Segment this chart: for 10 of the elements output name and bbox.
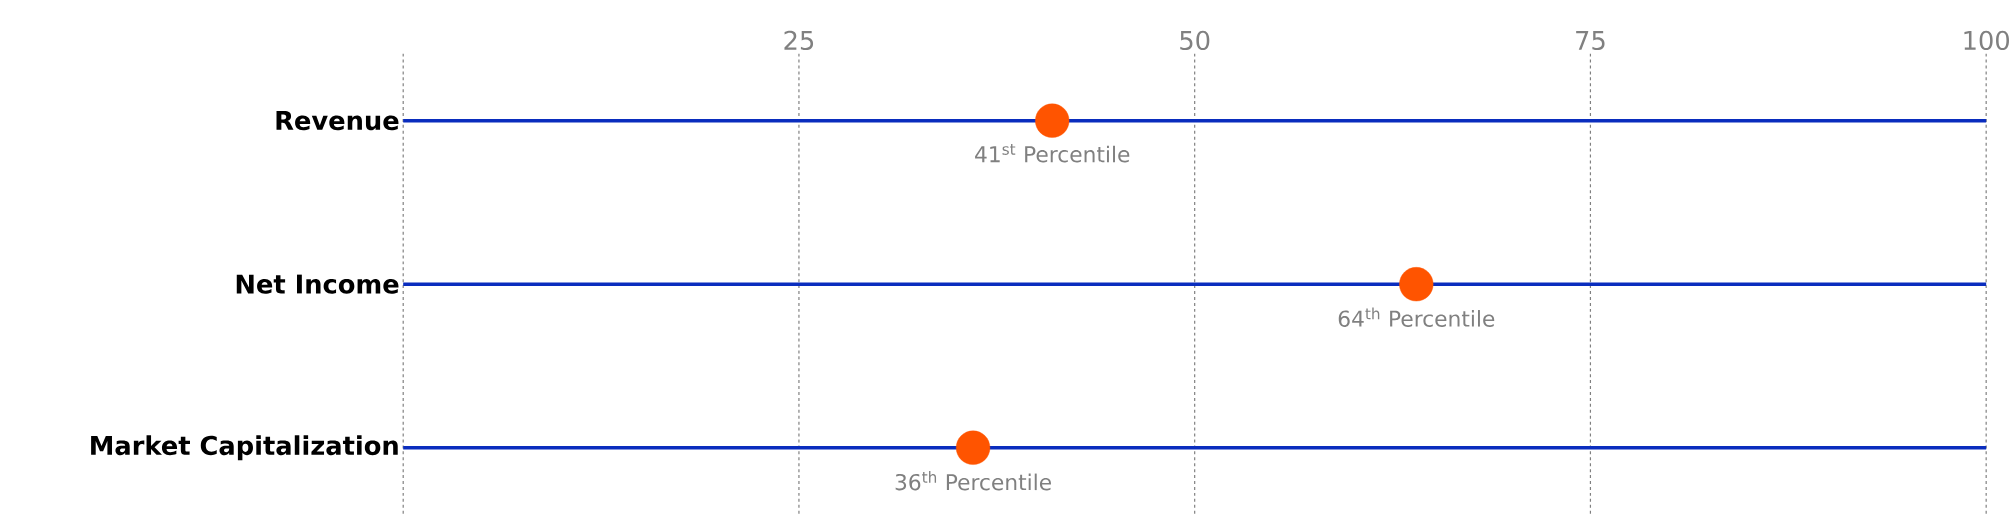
x-tick-label: 75 xyxy=(1576,30,1605,50)
data-label: 64$^{th}$ Percentile xyxy=(1338,307,1495,327)
x-tick-label: 100 xyxy=(1964,30,2009,50)
data-label: 36$^{th}$ Percentile xyxy=(895,470,1051,491)
y-tick-label: Market Capitalization xyxy=(91,435,398,461)
data-label: 41$^{st}$ Percentile xyxy=(975,143,1130,163)
y-tick-label: Net Income xyxy=(236,274,399,294)
x-tick-label: 50 xyxy=(1180,30,1210,50)
y-tick-label: Revenue xyxy=(276,110,399,131)
x-tick-label: 25 xyxy=(784,30,814,50)
